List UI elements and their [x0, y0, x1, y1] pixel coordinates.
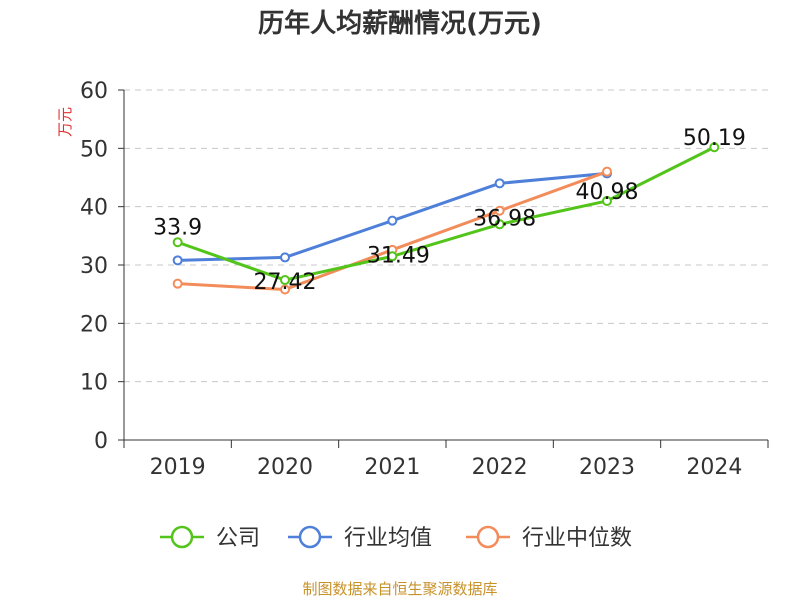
data-point-0	[172, 237, 183, 248]
data-point-0	[602, 195, 612, 206]
y-tick-label: 10	[80, 371, 108, 396]
axes: 0 10 20 30 40 50 60 2019 2020 2021 2022 2023 2024	[80, 79, 769, 480]
x-tick-label: 2024	[686, 455, 742, 480]
grid-lines	[124, 89, 768, 383]
data-point-0	[387, 251, 398, 262]
x-tick-label: 2022	[472, 455, 528, 480]
y-tick-label: 20	[80, 312, 108, 337]
data-point-1	[172, 255, 183, 266]
legend-label: 行业中位数	[522, 526, 632, 551]
legend: 公司 行业均值 行业中位数	[160, 525, 632, 551]
x-tick-label: 2019	[150, 455, 206, 480]
legend-item-2[interactable]: 行业中位数	[466, 525, 632, 551]
series-line-0	[177, 145, 716, 282]
data-label: 40.98	[576, 180, 639, 205]
data-point-0	[280, 275, 290, 286]
data-point-0	[709, 142, 720, 153]
legend-label: 行业均值	[344, 526, 432, 551]
y-tick-label: 0	[94, 429, 108, 454]
series-layer	[172, 142, 720, 295]
legend-marker-icon	[298, 525, 322, 549]
legend-item-1[interactable]: 行业均值	[288, 525, 432, 551]
data-point-0	[494, 219, 505, 230]
x-tick-label: 2020	[257, 455, 313, 480]
legend-item-0[interactable]: 公司	[160, 525, 260, 551]
data-point-2	[494, 205, 505, 216]
data-point-2	[602, 166, 612, 177]
legend-marker-icon	[476, 525, 500, 549]
data-point-2	[172, 278, 183, 289]
legend-marker-icon	[170, 525, 194, 549]
data-point-1	[387, 215, 398, 226]
y-tick-label: 40	[80, 196, 108, 221]
data-label: 50.19	[683, 126, 746, 151]
x-tick-label: 2021	[364, 455, 420, 480]
data-label: 36.98	[473, 206, 536, 231]
data-label: 31.49	[367, 243, 430, 268]
data-point-1	[280, 252, 290, 263]
x-tick-label: 2023	[579, 455, 635, 480]
data-labels: 33.9 27.42 31.49 36.98 40.98 50.19	[153, 126, 746, 295]
data-label: 33.9	[153, 215, 202, 240]
source-note: 制图数据来自恒生聚源数据库	[302, 580, 497, 598]
data-label: 27.42	[254, 270, 317, 295]
legend-label: 公司	[216, 526, 260, 551]
y-tick-label: 60	[80, 79, 108, 104]
data-point-2	[280, 284, 290, 295]
data-point-1	[494, 178, 505, 189]
y-tick-label: 50	[80, 137, 108, 162]
chart-title: 历年人均薪酬情况(万元)	[258, 8, 542, 39]
series-line-2	[177, 170, 608, 291]
y-tick-label: 30	[80, 254, 108, 279]
y-axis-label: 万元	[56, 107, 74, 137]
